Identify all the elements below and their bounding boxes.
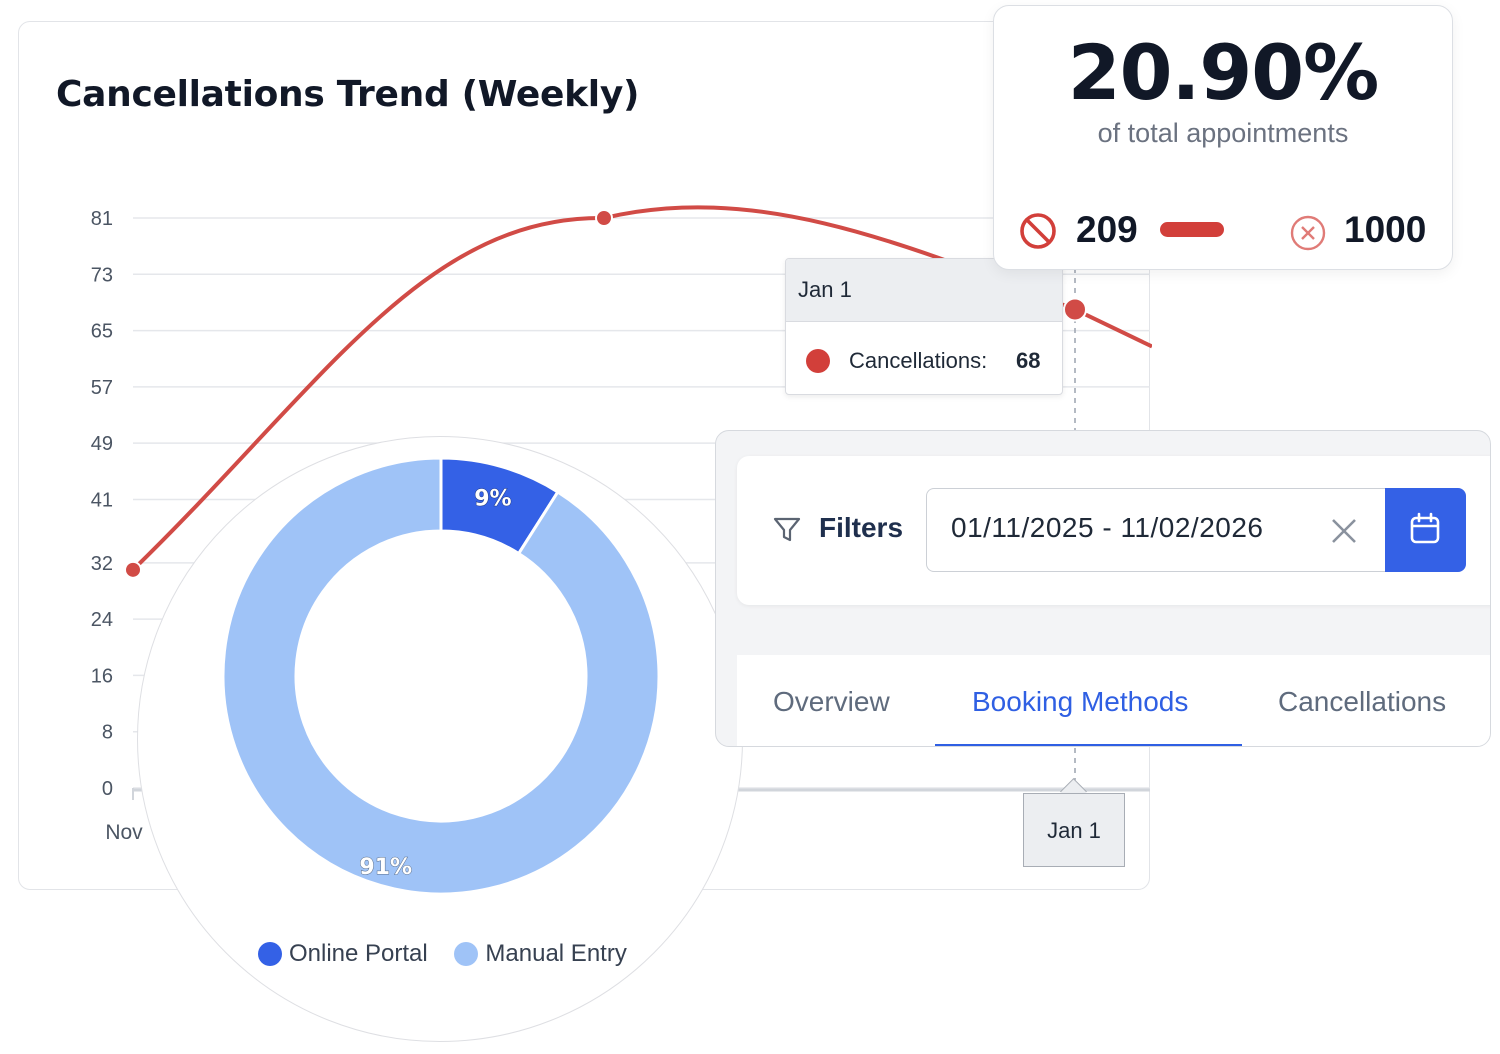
y-tick-label: 65 (91, 321, 113, 343)
tooltip-value: 68 (1016, 348, 1041, 373)
filters-label: Filters (819, 512, 904, 543)
date-range-input[interactable]: 01/11/2025 - 11/02/2026 (926, 488, 1388, 572)
stat-subtitle: of total appointments (1097, 118, 1349, 148)
tooltip-series-dot (806, 349, 830, 373)
y-tick-label: 0 (102, 778, 113, 800)
donut-slice-label: 9% (474, 486, 511, 511)
tabs-bar: Overview Booking Methods Cancellations (737, 655, 1490, 746)
y-tick-label: 49 (91, 433, 113, 455)
x-tick-label: Nov (105, 821, 143, 844)
y-tick-label: 81 (91, 208, 113, 230)
legend-swatch (454, 942, 479, 966)
calendar-button[interactable] (1385, 488, 1466, 572)
tab-cancellations[interactable]: Cancellations (1278, 686, 1447, 717)
filter-card: Filters 01/11/2025 - 11/02/2026 (737, 456, 1490, 605)
donut-chart: 9% 91% (221, 456, 661, 896)
donut-legend: Online Portal Manual Entry (258, 940, 647, 973)
data-point[interactable] (124, 560, 142, 579)
filter-panel: Filters 01/11/2025 - 11/02/2026 Overview… (715, 430, 1491, 747)
cancellation-rate-card: 20.90% of total appointments 209 1000 (993, 5, 1453, 270)
legend-manual-entry[interactable]: Manual Entry (454, 940, 627, 968)
close-icon[interactable] (1330, 517, 1358, 545)
calendar-icon (1410, 512, 1440, 544)
data-point[interactable] (595, 209, 613, 227)
legend-label: Manual Entry (485, 940, 627, 967)
legend-online-portal[interactable]: Online Portal (258, 940, 428, 968)
legend-swatch (258, 942, 282, 966)
data-point[interactable] (1063, 297, 1087, 322)
donut-slice-label: 91% (359, 855, 412, 880)
y-tick-label: 73 (91, 264, 113, 286)
tab-booking-methods[interactable]: Booking Methods (972, 686, 1189, 717)
cancellation-percentage: 20.90% (1067, 28, 1380, 117)
chart-tooltip: Jan 1 Cancellations: 68 (785, 258, 1063, 395)
y-tick-label: 57 (91, 377, 113, 399)
funnel-icon (773, 517, 801, 542)
chart-title: Cancellations Trend (Weekly) (56, 74, 640, 115)
ban-icon (1020, 213, 1056, 249)
x-axis-tooltip: Jan 1 (1023, 793, 1125, 867)
y-tick-label: 16 (91, 665, 113, 687)
y-tick-label: 8 (102, 722, 113, 744)
donut-slice[interactable] (221, 456, 661, 896)
y-tick-label: 24 (91, 609, 113, 631)
tab-overview[interactable]: Overview (773, 686, 890, 717)
legend-label: Online Portal (289, 940, 428, 967)
y-tick-label: 32 (91, 553, 113, 575)
cancelled-bar (1160, 222, 1224, 237)
x-circle-icon (1290, 215, 1326, 251)
cancelled-count: 209 (1076, 209, 1138, 250)
date-range-value: 01/11/2025 - 11/02/2026 (951, 512, 1264, 543)
y-tick-label: 41 (91, 489, 113, 511)
total-count: 1000 (1344, 209, 1427, 250)
active-tab-indicator (935, 744, 1242, 746)
tooltip-series-label: Cancellations: (849, 348, 988, 373)
